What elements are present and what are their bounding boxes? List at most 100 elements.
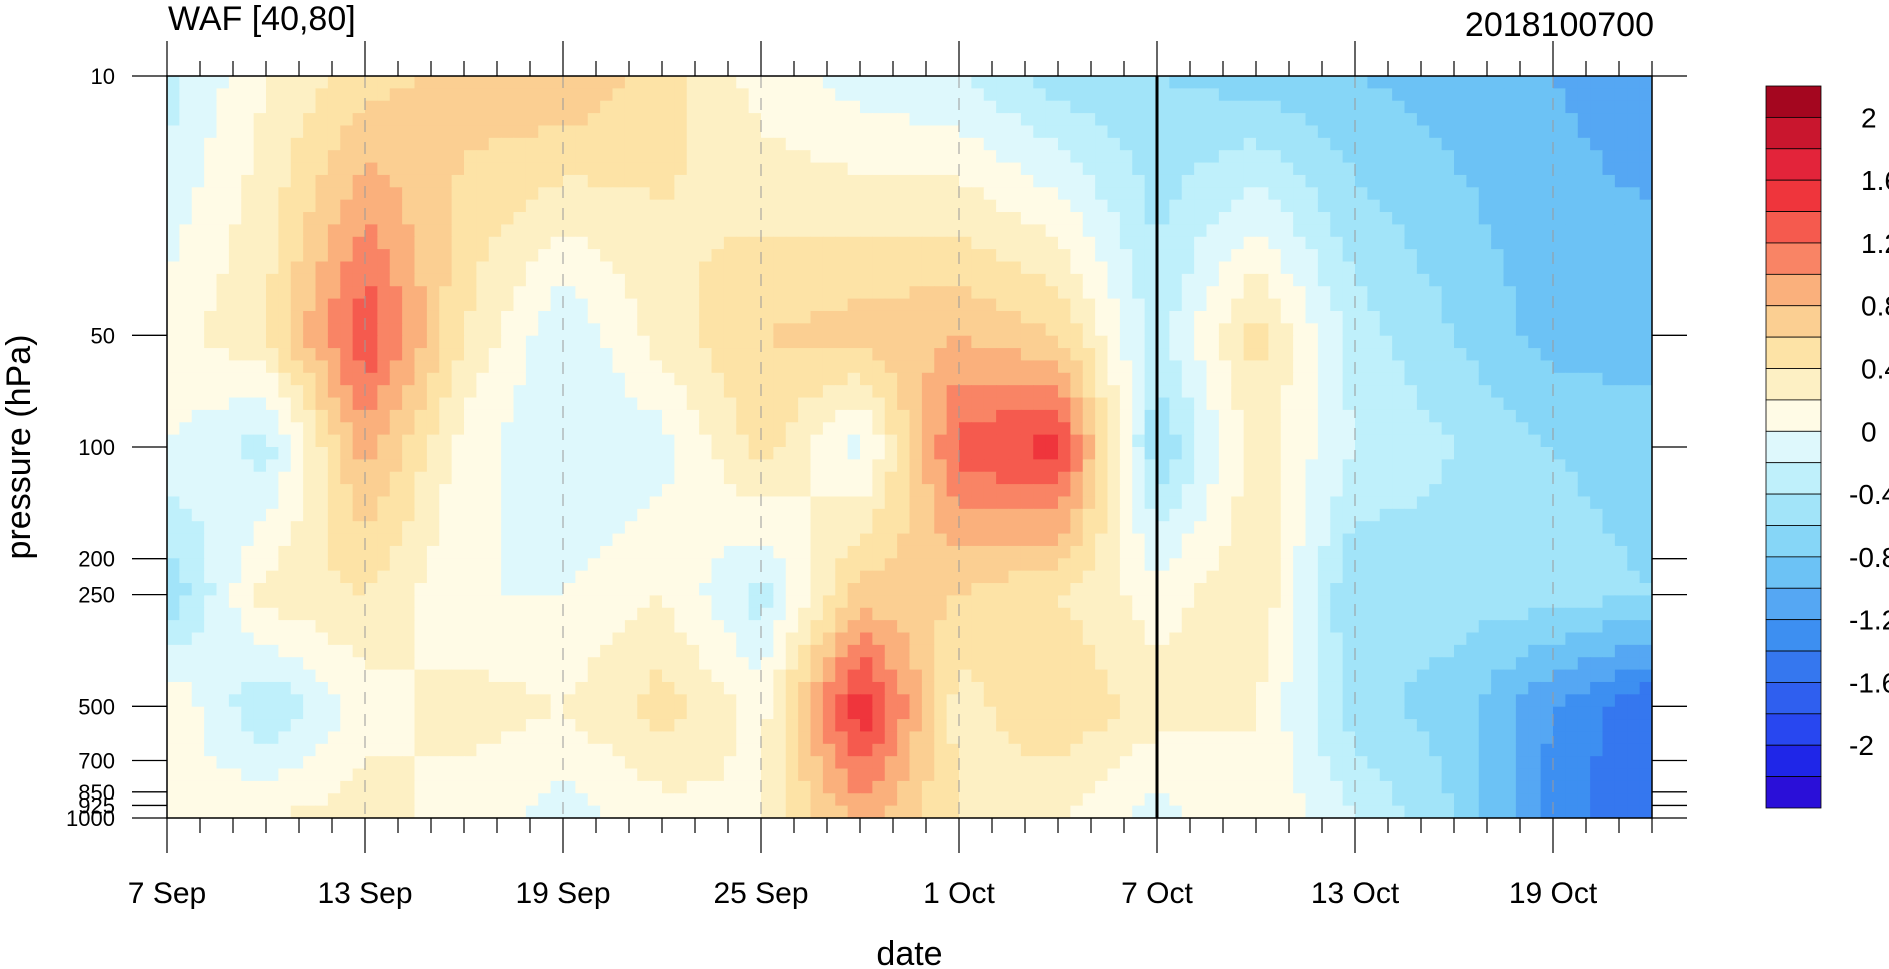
field-cell [1515,496,1529,510]
field-cell [1231,76,1245,89]
field-cell [748,348,762,362]
field-cell [266,150,279,164]
field-cell [723,372,737,386]
field-cell [451,385,465,399]
field-cell [340,273,354,287]
field-cell [1367,150,1381,164]
field-cell [1082,484,1096,498]
field-cell [1293,261,1307,275]
field-cell [971,558,985,572]
field-cell [1169,533,1183,547]
field-cell [377,335,391,349]
field-cell [1577,558,1591,572]
field-cell [451,310,465,324]
field-cell [1590,545,1604,559]
field-cell [327,558,341,572]
field-cell [191,434,205,448]
field-cell [538,212,552,225]
field-cell [1169,496,1183,510]
field-cell [167,88,180,102]
field-cell [216,521,230,535]
field-cell [575,360,589,374]
field-cell [1317,508,1331,522]
field-cell [835,113,849,127]
field-cell [1565,224,1579,238]
field-cell [1119,150,1133,164]
field-cell [761,335,774,349]
field-cell [501,583,515,596]
field-cell [426,471,440,485]
field-cell [909,459,923,473]
field-cell [1627,545,1641,559]
field-cell [1491,434,1505,448]
field-cell [1392,88,1406,102]
field-cell [1577,137,1591,151]
field-cell [1515,385,1529,399]
field-cell [216,125,230,139]
field-cell [1181,76,1195,89]
field-cell [179,397,193,411]
field-cell [847,236,861,250]
field-cell [365,298,378,312]
field-cell [1070,273,1084,287]
field-cell [538,545,552,559]
field-cell [167,434,180,448]
field-cell [587,310,601,324]
field-cell [847,286,861,300]
field-cell [1194,310,1208,324]
field-cell [637,558,651,572]
field-cell [699,409,713,423]
field-cell [1107,174,1121,188]
field-cell [365,88,378,102]
field-cell [377,76,391,89]
field-cell [538,298,552,312]
field-cell [167,137,180,151]
field-cell [1194,286,1208,300]
field-cell [1553,348,1566,362]
field-cell [167,298,180,312]
field-cell [699,372,713,386]
field-cell [1045,224,1059,238]
field-cell [402,397,416,411]
field-cell [996,422,1010,436]
field-cell [1144,558,1158,572]
field-cell [1317,236,1331,250]
field-cell [327,286,341,300]
field-cell [426,137,440,151]
field-cell [662,137,675,151]
field-cell [1231,471,1245,485]
field-cell [699,174,713,188]
field-cell [426,310,440,324]
field-cell [278,385,292,399]
field-cell [451,88,465,102]
field-cell [810,533,824,547]
field-cell [550,310,564,324]
field-cell [278,88,292,102]
field-cell [1256,100,1269,114]
field-cell [1515,558,1529,572]
field-cell [1280,434,1294,448]
field-cell [1181,298,1195,312]
field-cell [649,310,663,324]
field-cell [1008,199,1022,213]
field-cell [476,471,490,485]
field-cell [1577,348,1591,362]
field-cell [1132,397,1146,411]
field-cell [439,88,453,102]
field-cell [1429,372,1443,386]
field-cell [847,583,861,596]
field-cell [1280,113,1294,127]
field-cell [402,372,416,386]
field-cell [1181,471,1195,485]
field-cell [266,100,279,114]
field-cell [674,261,688,275]
field-cell [266,125,279,139]
field-cell [389,174,403,188]
field-cell [736,261,750,275]
field-cell [1602,459,1616,473]
field-cell [1515,360,1529,374]
field-cell [872,174,886,188]
field-cell [464,286,477,300]
field-cell [575,583,589,596]
field-cell [748,261,762,275]
